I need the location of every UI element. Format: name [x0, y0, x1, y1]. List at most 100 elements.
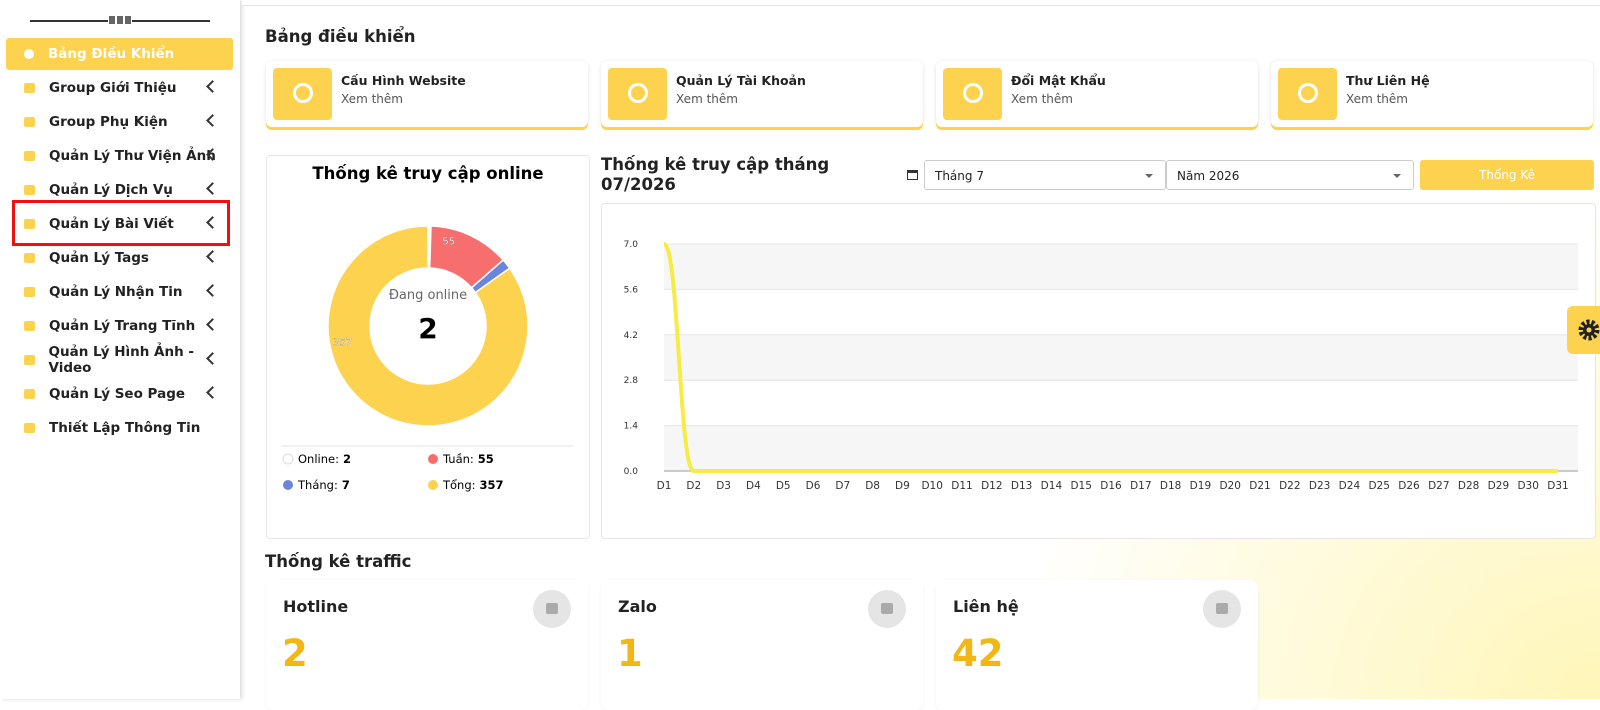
menu-icon	[24, 83, 35, 93]
sidebar: Bảng Điều Khiển Group Giới Thiệu Group Phụ…	[0, 0, 240, 699]
quick-card[interactable]: Đổi Mật Khẩu Xem thêm	[936, 61, 1258, 127]
gear-icon	[1578, 319, 1600, 341]
x-tick-label: D4	[746, 480, 761, 492]
menu-item[interactable]: Bảng Điều Khiển	[6, 38, 233, 70]
x-tick-label: D5	[776, 480, 791, 492]
x-tick-label: D24	[1339, 480, 1361, 492]
legend-value: 55	[478, 452, 494, 466]
quick-link[interactable]: Xem thêm	[341, 92, 403, 106]
menu-icon	[24, 151, 35, 161]
chevron	[206, 182, 219, 195]
menu-item[interactable]: Quản Lý Thư Viện Ảnh	[6, 140, 233, 172]
traffic-label: Zalo	[618, 597, 657, 616]
x-tick-label: D20	[1219, 480, 1240, 492]
x-tick-label: D9	[895, 480, 910, 492]
menu-item[interactable]: Quản Lý Hình Ảnh - Video	[6, 344, 233, 376]
quick-link[interactable]: Xem thêm	[676, 92, 738, 106]
menu-label: Quản Lý Trang Tĩnh	[49, 318, 196, 334]
x-tick-label: D29	[1488, 480, 1509, 492]
month-select[interactable]: Tháng 7	[924, 160, 1166, 190]
legend-entry: Tuần: 55	[442, 452, 494, 466]
legend-name: Online:	[298, 452, 339, 466]
line-panel: 0.0 1.4 2.8 4.2 5.6 7.0 D1 D2 D3 D4 D5 D6 D7 D8 D9 D10 D…	[601, 203, 1596, 539]
menu-label: Quản Lý Hình Ảnh - Video	[48, 344, 195, 376]
quick-title: Thư Liên Hệ	[1346, 73, 1430, 88]
menu-item[interactable]: Quản Lý Trang Tĩnh	[6, 310, 233, 342]
menu-icon	[24, 253, 35, 263]
x-tick-label: D22	[1279, 480, 1300, 492]
menu-label: Quản Lý Dịch Vụ	[49, 182, 173, 198]
legend-entry: Tổng: 357	[442, 478, 504, 492]
legend-value: 7	[342, 478, 350, 492]
menu-item[interactable]: Group Giới Thiệu	[6, 72, 233, 104]
line-chart-title: Thống kê truy cập tháng 07/2026	[601, 155, 830, 194]
legend-entry: Online: 2	[298, 452, 351, 466]
grid-band	[664, 244, 1578, 290]
icon-glyph	[881, 603, 893, 614]
x-tick-label: D12	[981, 480, 1002, 492]
logo-dots	[108, 16, 132, 24]
menu-icon	[24, 287, 35, 297]
legend-swatch	[282, 453, 294, 465]
legend-name: Tổng:	[442, 478, 476, 492]
x-tick-label: D6	[806, 480, 821, 492]
x-tick-label: D19	[1190, 480, 1211, 492]
x-tick-label: D7	[835, 480, 850, 492]
menu-label: Group Phụ Kiện	[49, 114, 168, 130]
menu-icon	[24, 49, 34, 59]
pie-title: Thống kê truy cập online	[312, 164, 543, 183]
quick-card[interactable]: Quản Lý Tài Khoản Xem thêm	[601, 61, 923, 127]
x-tick-label: D15	[1070, 480, 1091, 492]
quick-card[interactable]: Thư Liên Hệ Xem thêm	[1271, 61, 1593, 127]
x-tick-label: D31	[1547, 480, 1568, 492]
legend-name: Tuần:	[442, 452, 474, 466]
x-tick-label: D30	[1517, 480, 1538, 492]
x-tick-label: D11	[951, 480, 972, 492]
menu-item[interactable]: Group Phụ Kiện	[6, 106, 233, 138]
traffic-label: Liên hệ	[953, 597, 1019, 616]
x-tick-label: D18	[1160, 480, 1181, 492]
legend-name: Tháng:	[297, 478, 338, 492]
settings-tab[interactable]	[1567, 306, 1600, 354]
stats-button[interactable]: Thống Kê	[1420, 160, 1594, 190]
menu-label: Thiết Lập Thông Tin	[49, 420, 201, 436]
year-select[interactable]: Năm 2026	[1166, 160, 1414, 190]
x-tick-label: D23	[1309, 480, 1330, 492]
x-tick-label: D8	[865, 480, 880, 492]
quick-icon	[273, 68, 332, 120]
online-panel: Thống kê truy cập online 55 357 Đang online…	[266, 155, 590, 539]
line-chart: 0.0 1.4 2.8 4.2 5.6 7.0 D1 D2 D3 D4 D5 D6 D7 D8 D9 D10 D…	[624, 240, 1578, 492]
pie-data-label: 55	[442, 236, 455, 247]
page-title: Bảng điều khiển	[265, 27, 416, 46]
quick-card[interactable]: Cấu Hình Website Xem thêm	[266, 61, 588, 127]
icon-glyph	[546, 603, 558, 614]
menu-item[interactable]: Quản Lý Seo Page	[6, 378, 233, 410]
quick-icon	[608, 68, 667, 120]
menu-item[interactable]: Quản Lý Tags	[6, 242, 233, 274]
center-value: 2	[418, 312, 437, 345]
chevron	[206, 114, 219, 127]
pie-data-label: 357	[333, 338, 352, 349]
quick-link[interactable]: Xem thêm	[1011, 92, 1073, 106]
legend-swatch	[428, 480, 438, 490]
y-tick-label: 1.4	[624, 422, 639, 432]
menu-icon	[24, 117, 35, 127]
menu-label: Group Giới Thiệu	[49, 80, 177, 96]
chevron	[206, 284, 219, 297]
menu-item[interactable]: Thiết Lập Thông Tin	[6, 412, 233, 444]
y-tick-label: 5.6	[624, 285, 639, 295]
traffic-icon	[1203, 590, 1241, 628]
menu-item[interactable]: Quản Lý Bài Viết	[6, 208, 233, 240]
menu-item[interactable]: Quản Lý Dịch Vụ	[6, 174, 233, 206]
x-tick-label: D14	[1041, 480, 1063, 492]
topbar	[242, 0, 1600, 6]
traffic-card: Hotline 2	[266, 580, 588, 710]
quick-title: Cấu Hình Website	[341, 73, 466, 88]
quick-icon	[1278, 68, 1337, 120]
online-chart: Thống kê truy cập online 55 357 Đang online…	[281, 164, 573, 492]
quick-link[interactable]: Xem thêm	[1346, 92, 1408, 106]
x-tick-label: D21	[1249, 480, 1270, 492]
menu-item[interactable]: Quản Lý Nhận Tin	[6, 276, 233, 308]
quick-icon	[943, 68, 1002, 120]
x-tick-label: D10	[921, 480, 942, 492]
